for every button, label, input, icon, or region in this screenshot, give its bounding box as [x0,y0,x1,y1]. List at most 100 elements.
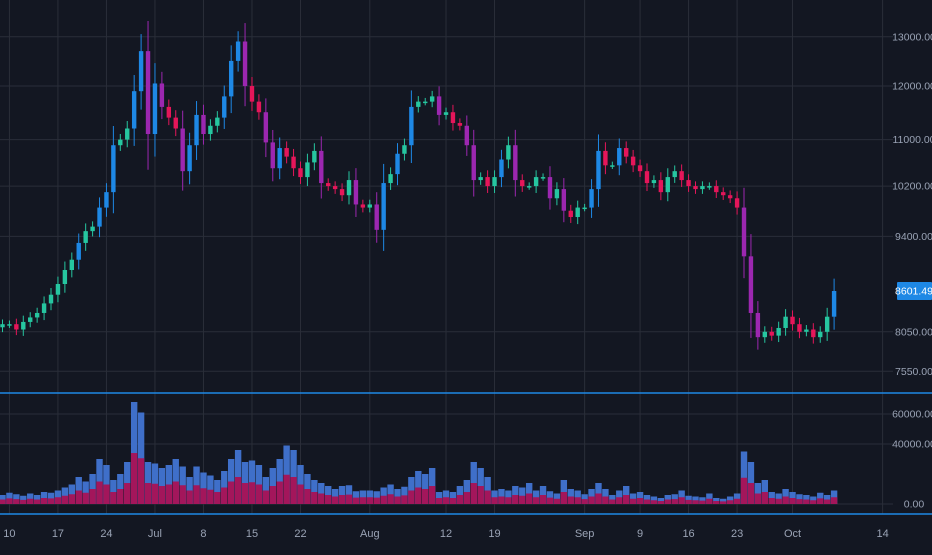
volume-bar-buy [366,497,373,504]
volume-bar-buy [6,498,13,504]
time-tick-label: 14 [876,528,888,540]
candle-body [520,180,525,187]
candle-body [166,106,172,118]
volume-bar-buy [498,496,505,504]
volume-bar-buy [110,492,117,504]
candle-body [769,331,774,336]
volume-bar-buy [248,482,256,504]
candle-body [312,150,317,163]
candle-body [34,312,40,318]
candle-body [48,294,54,304]
candle-body [783,316,788,328]
candle-body [547,177,553,199]
candle-body [568,210,573,218]
candle-body [0,324,5,328]
volume-bar-buy [68,494,75,504]
time-tick-label: 9 [637,528,643,540]
time-tick-label: 22 [294,528,306,540]
candle-body [69,259,74,271]
candle-body [111,145,116,193]
volume-bar-buy [262,490,270,504]
volume-bar-buy [47,498,55,504]
volume-bar-buy [117,489,124,504]
volume-bar-buy [553,498,561,504]
volume-bar-buy [380,495,387,504]
candle-body [824,316,830,332]
time-tick-label: 10 [3,528,15,540]
price-candles [0,21,837,350]
volume-bar-buy [255,484,263,504]
volume-bar-buy [817,498,824,504]
volume-bar-buy [96,481,103,504]
candle-body [554,189,560,199]
candle-body [62,270,68,284]
volume-bar-buy [823,499,831,504]
candle-body [582,207,587,210]
volume-axis[interactable]: 60000.00 40000.00 0.00 [892,409,932,511]
volume-bar-buy [768,498,775,504]
candle-body [319,150,324,184]
volume-bar-buy [172,481,179,504]
volume-bar-buy [27,498,34,504]
candle-body [118,139,123,146]
volume-bar-buy [130,453,138,504]
time-tick-label: 24 [100,528,112,540]
candle-body [249,86,255,102]
candle-body [672,171,677,178]
candle-body [374,204,379,230]
volume-bar-buy [54,497,62,504]
volume-bar-buy [318,493,325,504]
candle-body [693,186,698,190]
candle-body [145,51,151,135]
candle-body [194,114,199,146]
time-axis[interactable]: 10 17 24 Jul 8 15 22 Aug 12 19 Sep 9 16 23 Oct 14 [3,528,888,540]
candle-body [679,171,684,181]
candle-body [21,321,26,330]
volume-bar-buy [574,497,581,504]
volume-bar-buy [283,474,290,504]
volume-bar-buy [179,485,186,504]
volume-bar-buy [186,490,193,504]
candle-body [242,41,248,87]
candle-body [811,329,816,338]
candle-body [125,128,130,140]
volume-bar-buy [685,499,692,504]
volume-bar-buy [200,488,207,504]
volume-bar-buy [519,495,526,504]
candle-body [298,168,303,178]
candle-body [741,207,747,257]
candle-body [83,231,88,243]
candle-body [76,242,81,260]
volume-bar-buy [477,486,484,504]
candle-body [471,145,476,181]
volume-bar-buy [13,499,20,504]
candle-body [727,195,733,199]
time-tick-label: 16 [682,528,694,540]
volume-bar-buy [40,498,48,504]
volume-bar-buy [539,495,547,504]
volume-bar-buy [449,498,457,504]
candle-body [388,174,393,184]
price-tick-label: 13000.00 [892,31,932,43]
price-tick-label: 8050.00 [895,326,932,338]
candle-body [443,112,449,115]
volume-tick-label: 60000.00 [892,409,932,421]
candle-body [14,324,19,330]
candle-body [658,180,664,193]
volume-bar-buy [581,499,588,504]
candle-body [187,145,192,172]
volume-bar-buy [706,498,713,504]
candle-body [416,101,421,107]
volume-bar-buy [754,493,762,504]
candle-body [686,180,691,187]
volume-bar-buy [692,500,699,504]
current-price-marker: 8601.49 [895,282,932,301]
candle-body [790,316,795,325]
price-axis[interactable]: 13000.00 12000.00 11000.00 10200.00 9400.00 8… [892,31,932,378]
current-price-badge [897,282,932,301]
volume-bar-buy [214,492,221,504]
candle-body [332,186,338,190]
candle-body [41,303,47,313]
